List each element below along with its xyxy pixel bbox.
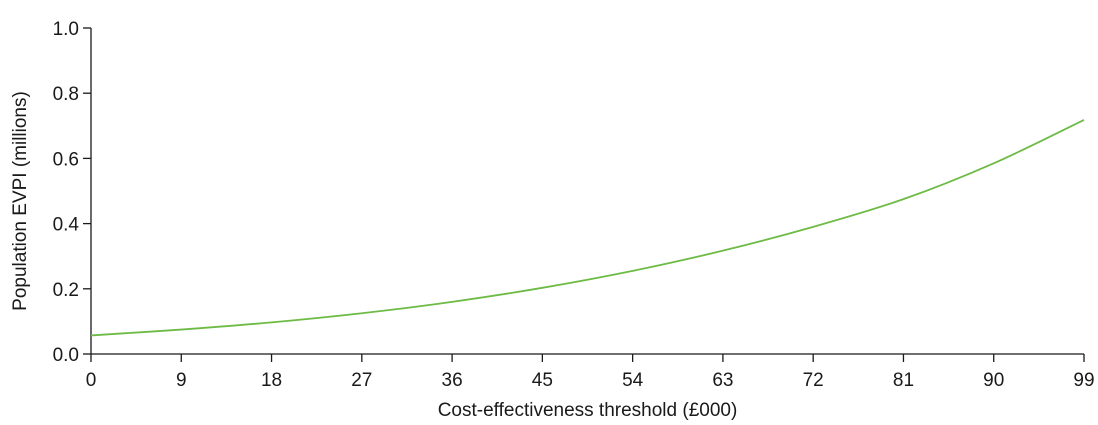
y-tick-label: 0.8	[53, 84, 79, 105]
series-group	[90, 119, 1085, 337]
y-tick-label: 0.6	[53, 149, 79, 170]
x-tick-label: 0	[86, 370, 97, 391]
x-tick-label: 99	[1073, 370, 1094, 391]
y-axis-ticks: 0.0 0.2 0.4 0.6 0.8 1.0	[53, 19, 91, 366]
x-axis-ticks: 0 9 18 27 36 45 54 63 72 81 90 99	[86, 354, 1095, 391]
y-tick-label: 0.2	[53, 280, 79, 301]
x-tick-label: 36	[442, 370, 463, 391]
x-axis-title: Cost-effectiveness threshold (£000)	[438, 400, 738, 421]
x-tick-label: 81	[893, 370, 914, 391]
y-tick-label: 1.0	[53, 19, 79, 40]
x-tick-label: 45	[532, 370, 553, 391]
x-tick-label: 54	[622, 370, 644, 391]
x-tick-label: 72	[803, 370, 824, 391]
y-axis-title: Population EVPI (millions)	[10, 91, 31, 311]
x-tick-label: 9	[176, 370, 187, 391]
series-line	[90, 119, 1085, 337]
axes	[90, 28, 1084, 355]
x-tick-label: 27	[351, 370, 372, 391]
x-tick-label: 18	[261, 370, 282, 391]
x-tick-label: 63	[712, 370, 733, 391]
x-tick-label: 90	[983, 370, 1004, 391]
y-tick-label: 0.0	[53, 345, 79, 366]
y-tick-label: 0.4	[53, 215, 80, 236]
